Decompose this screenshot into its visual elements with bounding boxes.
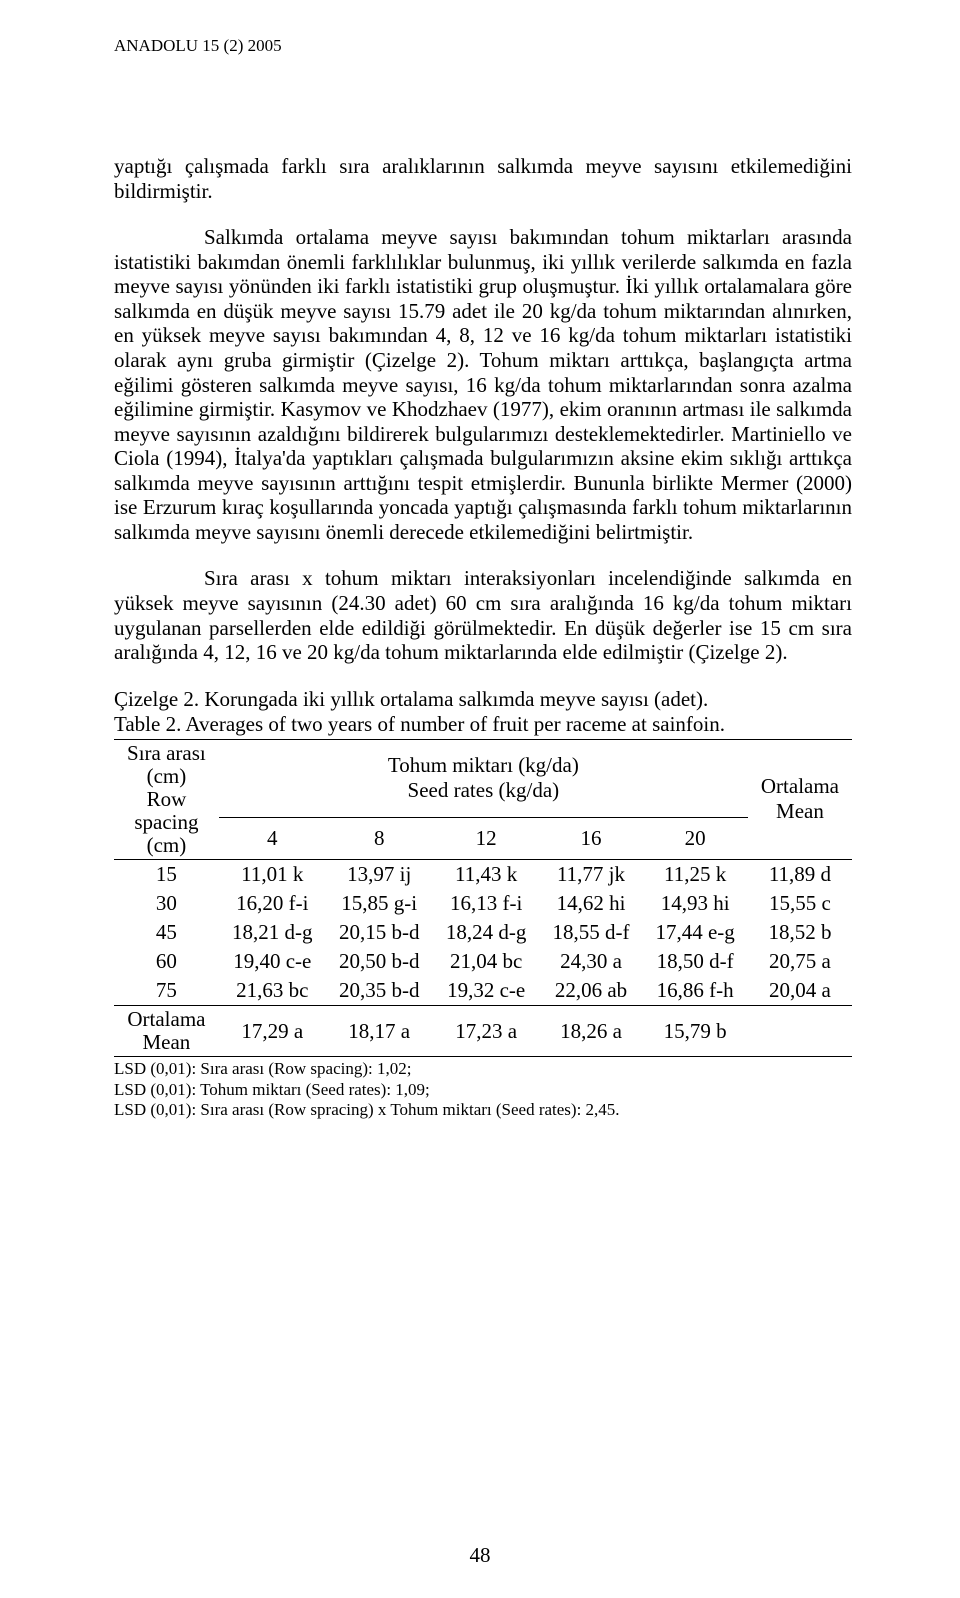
table-cell: 15,85 g-i (326, 889, 433, 918)
seed-level-3: 16 (540, 817, 643, 860)
seed-level-1: 8 (326, 817, 433, 860)
mean-cell: 17,23 a (433, 1006, 540, 1057)
seed-level-0: 4 (219, 817, 326, 860)
table-cell: 13,97 ij (326, 860, 433, 890)
mean-header-l1: Ortalama (761, 774, 839, 798)
footnote-line: LSD (0,01): Sıra arası (Row spacing): 1,… (114, 1059, 852, 1079)
table-cell: 18,52 b (748, 918, 852, 947)
row-header-l2: (cm) (147, 764, 187, 788)
mean-cell-empty (748, 1006, 852, 1057)
table-cell: 11,01 k (219, 860, 326, 890)
row-label: 15 (114, 860, 219, 890)
footnote-line: LSD (0,01): Sıra arası (Row spracing) x … (114, 1100, 852, 1120)
seed-header-l1: Tohum miktarı (kg/da) (388, 753, 579, 777)
table-cell: 22,06 ab (540, 976, 643, 1006)
table-cell: 18,55 d-f (540, 918, 643, 947)
table-cell: 16,13 f-i (433, 889, 540, 918)
row-header-l1: Sıra arası (127, 741, 206, 765)
table-cell: 11,89 d (748, 860, 852, 890)
seed-header-l2: Seed rates (kg/da) (408, 778, 560, 802)
seed-level-2: 12 (433, 817, 540, 860)
table-cell: 20,75 a (748, 947, 852, 976)
seed-level-4: 20 (642, 817, 748, 860)
table-cell: 18,24 d-g (433, 918, 540, 947)
footnote-line: LSD (0,01): Tohum miktarı (Seed rates): … (114, 1080, 852, 1100)
running-header: ANADOLU 15 (2) 2005 (114, 36, 852, 56)
mean-row-l1: Ortalama (127, 1007, 205, 1031)
table-cell: 11,43 k (433, 860, 540, 890)
table-cell: 14,62 hi (540, 889, 643, 918)
mean-row-l2: Mean (142, 1030, 190, 1054)
row-spacing-header: Sıra arası (cm) Row spacing (cm) (114, 739, 219, 859)
mean-cell: 17,29 a (219, 1006, 326, 1057)
table-cell: 18,50 d-f (642, 947, 748, 976)
table-cell: 20,50 b-d (326, 947, 433, 976)
table-cell: 16,20 f-i (219, 889, 326, 918)
table-cell: 19,32 c-e (433, 976, 540, 1006)
mean-header-l2: Mean (776, 799, 824, 823)
row-label: 60 (114, 947, 219, 976)
page-container: ANADOLU 15 (2) 2005 yaptığı çalışmada fa… (0, 0, 960, 1598)
row-header-l3: Row (147, 787, 187, 811)
table-cell: 20,15 b-d (326, 918, 433, 947)
table-cell: 11,25 k (642, 860, 748, 890)
paragraph-2: Salkımda ortalama meyve sayısı bakımında… (114, 225, 852, 544)
table-cell: 15,55 c (748, 889, 852, 918)
table-cell: 11,77 jk (540, 860, 643, 890)
table-cell: 21,63 bc (219, 976, 326, 1006)
table-cell: 21,04 bc (433, 947, 540, 976)
data-table: Sıra arası (cm) Row spacing (cm) Tohum m… (114, 739, 852, 1058)
table-cell: 20,35 b-d (326, 976, 433, 1006)
mean-cell: 18,17 a (326, 1006, 433, 1057)
mean-cell: 15,79 b (642, 1006, 748, 1057)
mean-row-label: Ortalama Mean (114, 1006, 219, 1057)
table-cell: 20,04 a (748, 976, 852, 1006)
row-label: 45 (114, 918, 219, 947)
page-number: 48 (0, 1543, 960, 1568)
paragraph-1: yaptığı çalışmada farklı sıra aralıkları… (114, 154, 852, 203)
table-cell: 17,44 e-g (642, 918, 748, 947)
row-label: 30 (114, 889, 219, 918)
row-header-l4: spacing (134, 810, 198, 834)
table-cell: 18,21 d-g (219, 918, 326, 947)
paragraph-3: Sıra arası x tohum miktarı interaksiyonl… (114, 566, 852, 664)
row-header-l5: (cm) (147, 833, 187, 857)
mean-column-header: Ortalama Mean (748, 739, 852, 859)
row-label: 75 (114, 976, 219, 1006)
table-cell: 14,93 hi (642, 889, 748, 918)
table-footnotes: LSD (0,01): Sıra arası (Row spacing): 1,… (114, 1059, 852, 1120)
mean-cell: 18,26 a (540, 1006, 643, 1057)
table-caption-tr: Çizelge 2. Korungada iki yıllık ortalama… (114, 687, 852, 712)
table-cell: 24,30 a (540, 947, 643, 976)
table-caption-en: Table 2. Averages of two years of number… (114, 712, 852, 737)
table-cell: 19,40 c-e (219, 947, 326, 976)
seed-rates-header: Tohum miktarı (kg/da) Seed rates (kg/da) (219, 739, 748, 817)
table-cell: 16,86 f-h (642, 976, 748, 1006)
